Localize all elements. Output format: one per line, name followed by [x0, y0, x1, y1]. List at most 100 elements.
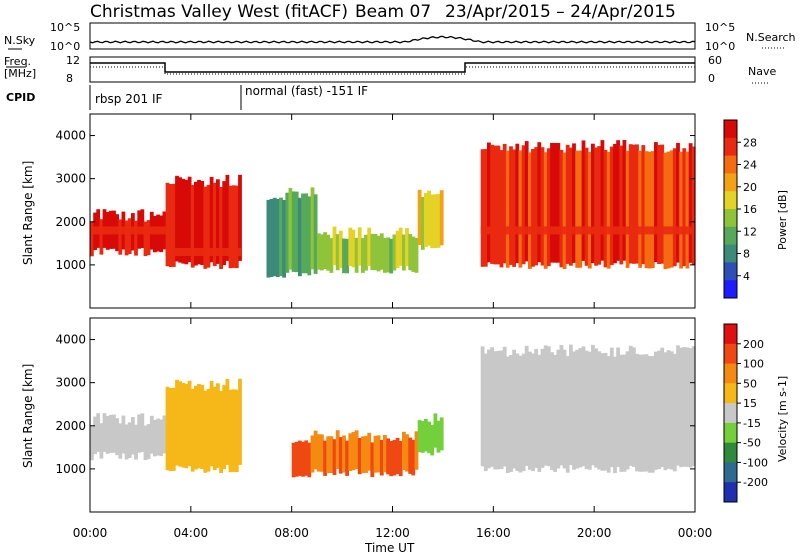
- cpid-segment-2: normal (fast) -151 IF: [245, 84, 368, 98]
- echo-cell: [190, 388, 195, 472]
- echo-cell: [427, 190, 431, 246]
- echo-cell: [171, 183, 176, 267]
- echo-cell: [405, 434, 409, 472]
- echo-cell: [219, 391, 223, 473]
- echo-cell: [524, 345, 529, 466]
- freq-trace: [90, 62, 695, 73]
- colorbar-tick-label: 200: [743, 338, 764, 351]
- y-tick-label: 3000: [55, 376, 86, 390]
- echo-cell: [282, 199, 286, 278]
- freq-tick-top: 12: [66, 54, 80, 67]
- echo-cell: [228, 389, 233, 473]
- nsky-trace: [89, 35, 696, 44]
- echo-cell: [663, 152, 668, 270]
- echo-cell: [635, 353, 639, 472]
- echo-cell: [578, 150, 583, 268]
- echo-cell: [424, 418, 428, 452]
- echo-cell: [149, 415, 154, 454]
- echo-cell: [323, 232, 327, 269]
- echo-cell: [669, 351, 674, 470]
- colorbar-tick-label: 20: [743, 181, 757, 194]
- echo-cell: [521, 145, 526, 265]
- echo-cell: [197, 179, 201, 265]
- echo-cell: [641, 354, 646, 472]
- echo-cell: [209, 176, 214, 263]
- echo-cell: [118, 423, 123, 459]
- colorbar-tick-label: -200: [743, 476, 768, 489]
- velocity-heatmap: [90, 344, 696, 478]
- nave-tick-bottom: 0: [708, 72, 715, 85]
- echo-cell: [496, 145, 501, 265]
- echo-cell: [534, 147, 539, 266]
- echo-cell: [294, 441, 299, 477]
- echo-cell: [676, 142, 680, 263]
- nsearch-label: N.Search: [746, 31, 796, 44]
- cpid-segment-1: rbsp 201 IF: [95, 92, 162, 106]
- echo-cell: [518, 355, 523, 473]
- echo-cell: [383, 238, 387, 273]
- echo-cell: [688, 143, 693, 263]
- date-range: 23/Apr/2015 – 24/Apr/2015: [445, 2, 676, 22]
- echo-cell: [376, 435, 381, 473]
- echo-cell: [320, 434, 324, 472]
- echo-cell: [108, 414, 113, 453]
- x-tick-label: 00:00: [678, 526, 713, 540]
- echo-cell: [131, 417, 135, 455]
- echo-cell: [298, 197, 302, 277]
- echo-cell: [490, 347, 494, 467]
- peak-echo-band: [480, 226, 695, 235]
- colorbar-swatch: [724, 191, 737, 210]
- echo-cell: [569, 344, 573, 466]
- echo-cell: [379, 233, 384, 270]
- echo-cell: [405, 228, 409, 267]
- echo-cell: [345, 440, 349, 476]
- echo-cell: [402, 431, 406, 470]
- echo-cell: [118, 219, 123, 255]
- echo-cell: [127, 422, 132, 458]
- echo-cell: [386, 237, 390, 273]
- nave-label: Nave: [748, 65, 776, 78]
- echo-cell: [326, 234, 331, 271]
- echo-cell: [420, 421, 425, 453]
- echo-cell: [676, 345, 680, 466]
- echo-cell: [124, 220, 129, 256]
- colorbar-swatch: [724, 343, 737, 365]
- colorbar-tick-label: -50: [743, 437, 761, 450]
- echo-cell: [613, 356, 617, 474]
- echo-cell: [647, 356, 652, 473]
- echo-cell: [619, 354, 624, 472]
- echo-cell: [269, 199, 274, 277]
- echo-cell: [395, 230, 400, 268]
- echo-cell: [90, 221, 94, 257]
- echo-cell: [635, 144, 639, 264]
- echo-cell: [310, 435, 315, 473]
- y-tick-label: 2000: [55, 419, 86, 433]
- echo-cell: [540, 147, 545, 266]
- echo-cell: [294, 191, 299, 273]
- xaxis-label: Time UT: [364, 541, 415, 554]
- echo-cell: [373, 435, 378, 473]
- echo-cell: [600, 140, 605, 261]
- nave-trace: [90, 66, 695, 75]
- echo-cell: [660, 144, 665, 264]
- x-tick-label: 16:00: [476, 526, 511, 540]
- echo-cell: [430, 194, 435, 249]
- echo-cell: [165, 182, 170, 267]
- colorbar-tick-label: 8: [743, 248, 750, 261]
- echo-cell: [298, 440, 302, 476]
- echo-cell: [373, 234, 378, 271]
- echo-cell: [357, 227, 362, 266]
- echo-cell: [483, 353, 488, 472]
- echo-cell: [622, 354, 627, 472]
- echo-cell: [234, 185, 239, 269]
- echo-cell: [159, 419, 164, 457]
- echo-cell: [654, 351, 658, 470]
- echo-cell: [329, 238, 334, 273]
- colorbar-frame: [723, 323, 738, 503]
- echo-cell: [313, 194, 318, 274]
- x-tick-label: 00:00: [73, 526, 108, 540]
- colorbar-tick-label: 4: [743, 270, 750, 283]
- colorbar-swatch: [724, 422, 737, 444]
- station-title: Christmas Valley West (fitACF): [90, 2, 348, 22]
- echo-cell: [212, 182, 217, 267]
